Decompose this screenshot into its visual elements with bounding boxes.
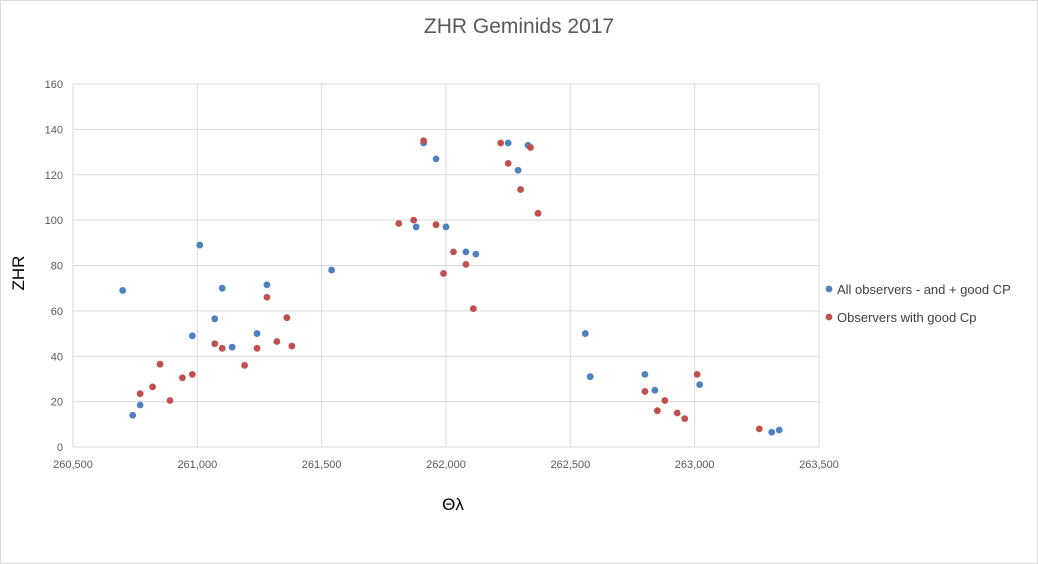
data-point — [651, 386, 659, 394]
data-point — [188, 332, 196, 340]
y-tick-label: 140 — [45, 124, 63, 136]
x-tick-label: 261,000 — [177, 459, 217, 471]
data-point — [253, 344, 261, 352]
data-point — [755, 425, 763, 433]
data-point — [273, 338, 281, 345]
legend-marker — [825, 313, 833, 321]
data-point — [136, 390, 144, 398]
data-point — [288, 342, 296, 350]
data-point — [534, 209, 542, 217]
data-point — [768, 428, 776, 436]
x-tick-label: 263,000 — [675, 459, 715, 471]
legend-label: Observers with good Cp — [837, 310, 976, 325]
data-point — [119, 287, 127, 294]
data-point — [211, 315, 219, 323]
data-point — [263, 293, 271, 301]
legend-marker — [825, 285, 833, 293]
data-point — [696, 381, 704, 389]
data-point — [395, 220, 403, 227]
data-points — [119, 137, 783, 436]
y-tick-label: 40 — [51, 351, 63, 363]
data-point — [462, 260, 470, 268]
data-point — [775, 426, 783, 434]
data-point — [504, 160, 512, 167]
data-point — [661, 397, 669, 404]
data-point — [432, 155, 440, 163]
y-axis-title: ZHR — [9, 256, 28, 291]
data-point — [673, 409, 681, 417]
data-point — [218, 284, 226, 292]
data-point — [681, 415, 689, 423]
data-point — [283, 314, 291, 322]
chart-title: ZHR Geminids 2017 — [424, 15, 614, 38]
data-point — [420, 137, 428, 145]
data-point — [241, 361, 248, 369]
x-tick-label: 261,500 — [302, 459, 342, 471]
data-point — [196, 241, 204, 249]
data-point — [497, 139, 505, 147]
data-point — [218, 344, 226, 352]
data-point — [527, 144, 534, 151]
series-1 — [119, 139, 783, 436]
data-point — [586, 373, 594, 381]
data-point — [581, 330, 589, 337]
x-tick-label: 262,500 — [550, 459, 590, 471]
x-tick-label: 262,000 — [426, 459, 466, 471]
x-axis-title: Θλ — [442, 495, 464, 514]
y-tick-label: 0 — [57, 442, 63, 454]
y-tick-label: 120 — [45, 170, 63, 182]
data-point — [228, 343, 236, 351]
data-point — [263, 281, 271, 289]
data-point — [469, 305, 477, 313]
series-2 — [136, 137, 763, 433]
y-tick-label: 100 — [45, 215, 63, 227]
data-point — [188, 371, 196, 378]
data-point — [328, 266, 336, 274]
data-point — [504, 139, 512, 147]
data-point — [211, 340, 219, 348]
data-point — [693, 371, 701, 378]
data-point — [166, 397, 174, 404]
data-point — [412, 223, 420, 231]
data-point — [440, 270, 447, 277]
y-tick-label: 20 — [51, 397, 63, 409]
x-tick-label: 260,500 — [53, 459, 93, 471]
y-tick-label: 160 — [45, 79, 63, 91]
data-point — [442, 223, 450, 231]
data-point — [514, 166, 522, 174]
data-point — [179, 374, 186, 382]
data-point — [517, 186, 524, 193]
data-point — [410, 216, 418, 224]
data-point — [149, 383, 156, 391]
y-tick-label: 80 — [51, 261, 63, 273]
gridlines — [72, 83, 820, 448]
data-point — [641, 371, 649, 378]
legend-label: All observers - and + good CP — [837, 282, 1011, 297]
data-point — [136, 401, 144, 409]
data-point — [653, 407, 661, 415]
data-point — [156, 360, 164, 368]
x-tick-label: 263,500 — [799, 459, 839, 471]
data-point — [432, 221, 440, 229]
data-point — [462, 248, 470, 256]
y-tick-label: 60 — [51, 306, 63, 318]
data-point — [450, 248, 457, 256]
data-point — [253, 330, 261, 337]
data-point — [472, 250, 480, 258]
legend: All observers - and + good CP Observers w… — [825, 282, 1011, 325]
data-point — [129, 411, 137, 419]
data-point — [641, 388, 649, 395]
tick-labels: 0 20 40 60 80 100 120 140 160 260,500 261,000 261,5… — [45, 79, 839, 471]
